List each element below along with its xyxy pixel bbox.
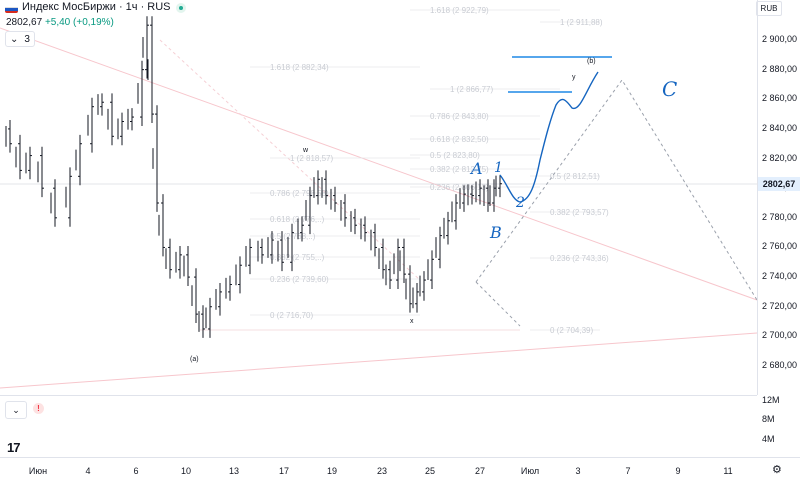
market-status-icon[interactable] [176,3,186,13]
fib-level-label: 0.786 (2 798,58) [270,189,329,198]
hand-label-a: A [469,159,483,178]
currency-label[interactable]: RUB [756,1,782,16]
time-tick: 7 [625,466,631,476]
time-tick: 17 [278,466,290,476]
last-value: 2802,67 [6,17,43,28]
fib-level-label: 0.382 (2 793,57) [550,208,609,217]
time-tick: 13 [228,466,240,476]
tradingview-logo[interactable]: 17 [7,440,21,455]
trend-line [0,332,758,389]
volume-collapse-button[interactable]: ⌄ [5,401,27,419]
candlestick-series [5,16,502,338]
time-axis[interactable] [0,457,800,480]
price-tick: 2 780,00 [762,211,798,222]
price-tick: 2 720,00 [762,300,798,311]
handwritten-wave-path [499,71,599,203]
warning-icon[interactable]: ! [33,403,44,414]
wave-label-x: x [410,318,414,325]
hand-label-b: B [489,223,502,242]
chart-header: Индекс МосБиржи · 1ч · RUS 2802,67 +5,40… [0,0,760,48]
hand-label-2: 2 [515,195,525,211]
hand-label-c: C [662,77,677,101]
time-tick: Июл [520,466,540,476]
fib-level-label: 0.236 (2 806,13) [430,183,489,192]
fib-level-label: 1.618 (2 882,34) [270,63,329,72]
time-tick: 3 [575,466,581,476]
indicators-collapse-button[interactable]: ⌄ 3 [5,31,35,47]
price-tick: 2 760,00 [762,241,798,252]
price-tick: 2 820,00 [762,152,798,163]
fib-level-label: 0 (2 704,39) [550,326,593,335]
russia-flag-icon [5,4,18,13]
quote-line: 2802,67 +5,40 (+0,19%) [6,17,114,28]
fib-level-label: 1 (2 866,77) [450,85,493,94]
wave-label-a: (a) [190,356,199,363]
chevron-down-icon: ⌄ [12,404,20,415]
time-tick: Июн [28,466,48,476]
time-tick: 25 [424,466,436,476]
price-tick: 2 700,00 [762,330,798,341]
fib-level-label: 1.618 (2 922,79) [430,6,489,15]
fib-level-label: 0.5 (2 823,80) [430,151,480,160]
time-tick: 27 [474,466,486,476]
volume-tick: 12M [762,395,780,405]
fib-level-label: 0.236 (2 739,60) [270,275,329,284]
price-tick: 2 680,00 [762,360,798,370]
fib-level-label: 0 (2 716,70) [270,311,313,320]
price-tick: 2 840,00 [762,122,798,133]
fib-level-label: 0.618 (2 832,50) [430,135,489,144]
trend-line [0,27,758,301]
time-tick: 6 [133,466,139,476]
last-price-label: 2802,67 [758,177,800,191]
fib-level-label: 0.786 (2 843,80) [430,112,489,121]
time-tick: 19 [326,466,338,476]
fib-level-label: 1 (2 911,88) [560,18,603,27]
gear-icon[interactable]: ⚙ [772,464,782,476]
wave-label-w: w [302,147,309,154]
change-value: +5,40 (+0,19%) [44,17,114,28]
projection-line [475,79,758,301]
fib-level-label: 0.618 (2 776,..) [270,215,325,224]
price-tick: 2 880,00 [762,63,798,74]
volume-pane [0,395,757,458]
fib-level-label: 0.5 (2 768,..) [270,232,316,241]
time-tick: 23 [376,466,388,476]
price-tick: 2 740,00 [762,271,798,282]
hand-label-1: 1 [494,160,503,176]
price-tick: 2 860,00 [762,93,798,104]
symbol-title[interactable]: Индекс МосБиржи · 1ч · RUS [22,1,171,13]
wave-label-b: (b) [587,58,596,65]
trend-line [159,39,421,281]
price-axis[interactable]: 2 900,00 2 880,00 2 860,00 2 840,00 2 820,00… [757,0,800,395]
fib-level-label: 0.382 (2 755,..) [270,253,325,262]
chevron-down-icon: ⌄ [10,33,19,45]
fib-level-label: 1 (2 818,57) [290,154,333,163]
fib-level-label: 0.5 (2 812,51) [550,172,600,181]
fib-level-label: 0.236 (2 743,36) [550,254,609,263]
volume-tick: 8M [762,414,775,424]
wave-label-y: y [572,74,576,81]
price-tick: 2 900,00 [762,34,798,44]
time-tick: 4 [85,466,91,476]
projection-line [475,281,521,327]
indicator-count: 3 [24,33,30,45]
fib-level-label: 0.382 (2 812,75) [430,165,489,174]
time-tick: 9 [675,466,681,476]
time-tick: 10 [180,466,192,476]
volume-tick: 4M [762,434,775,444]
time-tick: 11 [723,466,733,476]
